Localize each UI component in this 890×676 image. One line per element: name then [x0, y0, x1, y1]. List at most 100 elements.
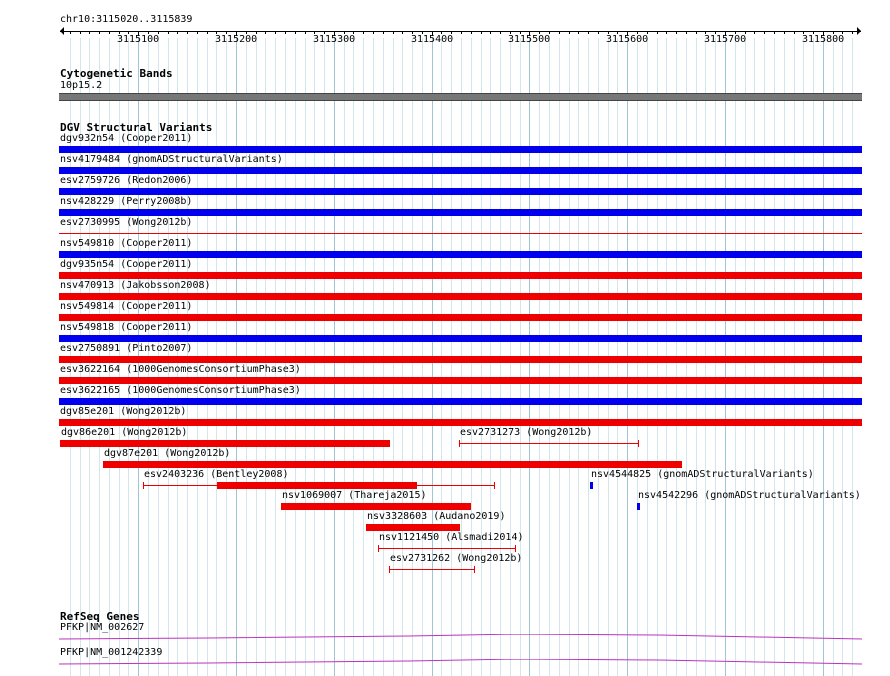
ruler-tick-minor [794, 31, 795, 34]
ruler[interactable]: 3115100 3115200 3115300 3115400 3115500 31156… [0, 0, 890, 45]
dgv-feature-endcap [494, 482, 495, 489]
ruler-tick-minor [598, 31, 599, 34]
ruler-tick-minor [158, 31, 159, 34]
ruler-tick-minor [383, 31, 384, 34]
dgv-feature-bar [59, 251, 862, 258]
ruler-tick-minor [177, 31, 178, 34]
dgv-feature-endcap [378, 545, 379, 552]
ruler-tick-major [529, 31, 530, 36]
dgv-feature-line [389, 569, 475, 570]
ruler-tick-minor [256, 31, 257, 34]
ruler-tick-minor [686, 31, 687, 34]
dgv-feature-bar [637, 503, 640, 510]
ruler-tick-minor [80, 31, 81, 34]
ruler-tick-minor [764, 31, 765, 34]
ruler-tick-minor [402, 31, 403, 34]
ruler-tick-minor [246, 31, 247, 34]
ruler-tick-minor [490, 31, 491, 34]
dgv-feature-label: dgv87e201 (Wong2012b) [104, 448, 231, 459]
dgv-feature-bar [59, 272, 862, 279]
ruler-tick-minor [471, 31, 472, 34]
ruler-tick-minor [119, 31, 120, 34]
dgv-feature-label: nsv428229 (Perry2008b) [60, 196, 193, 207]
gene-model[interactable] [59, 659, 863, 667]
dgv-feature-label: esv3622164 (1000GenomesConsortiumPhase3) [60, 364, 301, 375]
ruler-tick-label: 3115300 [313, 34, 356, 45]
dgv-feature-bar [59, 188, 862, 195]
gene-line [59, 634, 863, 640]
ruler-tick-minor [500, 31, 501, 34]
ruler-tick-minor [813, 31, 814, 34]
dgv-feature-label: dgv86e201 (Wong2012b) [61, 427, 188, 438]
ruler-tick-label: 3115800 [802, 34, 845, 45]
ruler-arrow-right-icon [857, 27, 861, 35]
ruler-tick-minor [774, 31, 775, 34]
dgv-feature-bar [59, 356, 862, 363]
ruler-tick-minor [647, 31, 648, 34]
ruler-tick-minor [676, 31, 677, 34]
cytoband-bar[interactable] [59, 93, 862, 101]
dgv-feature-label: esv2731273 (Wong2012b) [460, 427, 593, 438]
dgv-feature-bar [590, 482, 593, 489]
dgv-feature-bar [59, 209, 862, 216]
dgv-feature-endcap [459, 440, 460, 447]
ruler-arrow-left-icon [60, 27, 64, 35]
ruler-tick-major [627, 31, 628, 36]
ruler-tick-minor [168, 31, 169, 34]
dgv-feature-bar [59, 293, 862, 300]
dgv-feature-label: esv2759726 (Redon2006) [60, 175, 193, 186]
ruler-tick-minor [842, 31, 843, 34]
dgv-feature-label: esv2731262 (Wong2012b) [390, 553, 523, 564]
dgv-feature-line [59, 233, 862, 234]
ruler-tick-minor [373, 31, 374, 34]
ruler-tick-major [432, 31, 433, 36]
ruler-tick-minor [226, 31, 227, 34]
ruler-tick-minor [148, 31, 149, 34]
dgv-feature-bar [59, 167, 862, 174]
ruler-tick-minor [128, 31, 129, 34]
dgv-feature-line [378, 548, 516, 549]
ruler-tick-minor [441, 31, 442, 34]
ruler-tick-minor [803, 31, 804, 34]
ruler-tick-minor [745, 31, 746, 34]
dgv-feature-label: nsv1121450 (Alsmadi2014) [379, 532, 524, 543]
dgv-feature-label: esv2730995 (Wong2012b) [60, 217, 193, 228]
ruler-tick-minor [705, 31, 706, 34]
ruler-tick-major [823, 31, 824, 36]
gene-model[interactable] [59, 634, 863, 642]
ruler-tick-minor [216, 31, 217, 34]
dgv-feature-bar [281, 503, 471, 510]
ruler-tick-minor [70, 31, 71, 34]
dgv-feature-label: nsv549810 (Cooper2011) [60, 238, 193, 249]
ruler-tick-minor [833, 31, 834, 34]
refseq-track-title: RefSeq Genes [60, 610, 140, 623]
dgv-feature-endcap [638, 440, 639, 447]
gene-label: PFKP|NM_002627 [60, 622, 145, 633]
dgv-feature-bar [60, 440, 390, 447]
ruler-tick-minor [569, 31, 570, 34]
ruler-tick-major [725, 31, 726, 36]
location-label: chr10:3115020..3115839 [60, 14, 193, 25]
dgv-feature-label: esv2750891 (Pinto2007) [60, 343, 193, 354]
ruler-tick-label: 3115600 [606, 34, 649, 45]
ruler-tick-minor [451, 31, 452, 34]
dgv-feature-line [459, 443, 639, 444]
ruler-tick-minor [197, 31, 198, 34]
ruler-tick-minor [481, 31, 482, 34]
ruler-tick-minor [578, 31, 579, 34]
dgv-track-title: DGV Structural Variants [60, 121, 213, 134]
ruler-tick-label: 3115700 [704, 34, 747, 45]
ruler-tick-major [334, 31, 335, 36]
ruler-tick-minor [608, 31, 609, 34]
ruler-tick-minor [275, 31, 276, 34]
ruler-tick-minor [89, 31, 90, 34]
dgv-feature-label: nsv549818 (Cooper2011) [60, 322, 193, 333]
ruler-tick-minor [207, 31, 208, 34]
ruler-tick-minor [715, 31, 716, 34]
ruler-tick-minor [510, 31, 511, 34]
ruler-tick-minor [265, 31, 266, 34]
dgv-feature-bar [103, 461, 682, 468]
dgv-feature-label: nsv470913 (Jakobsson2008) [60, 280, 211, 291]
cytoband-label: 10p15.2 [60, 80, 103, 91]
ruler-tick-minor [588, 31, 589, 34]
